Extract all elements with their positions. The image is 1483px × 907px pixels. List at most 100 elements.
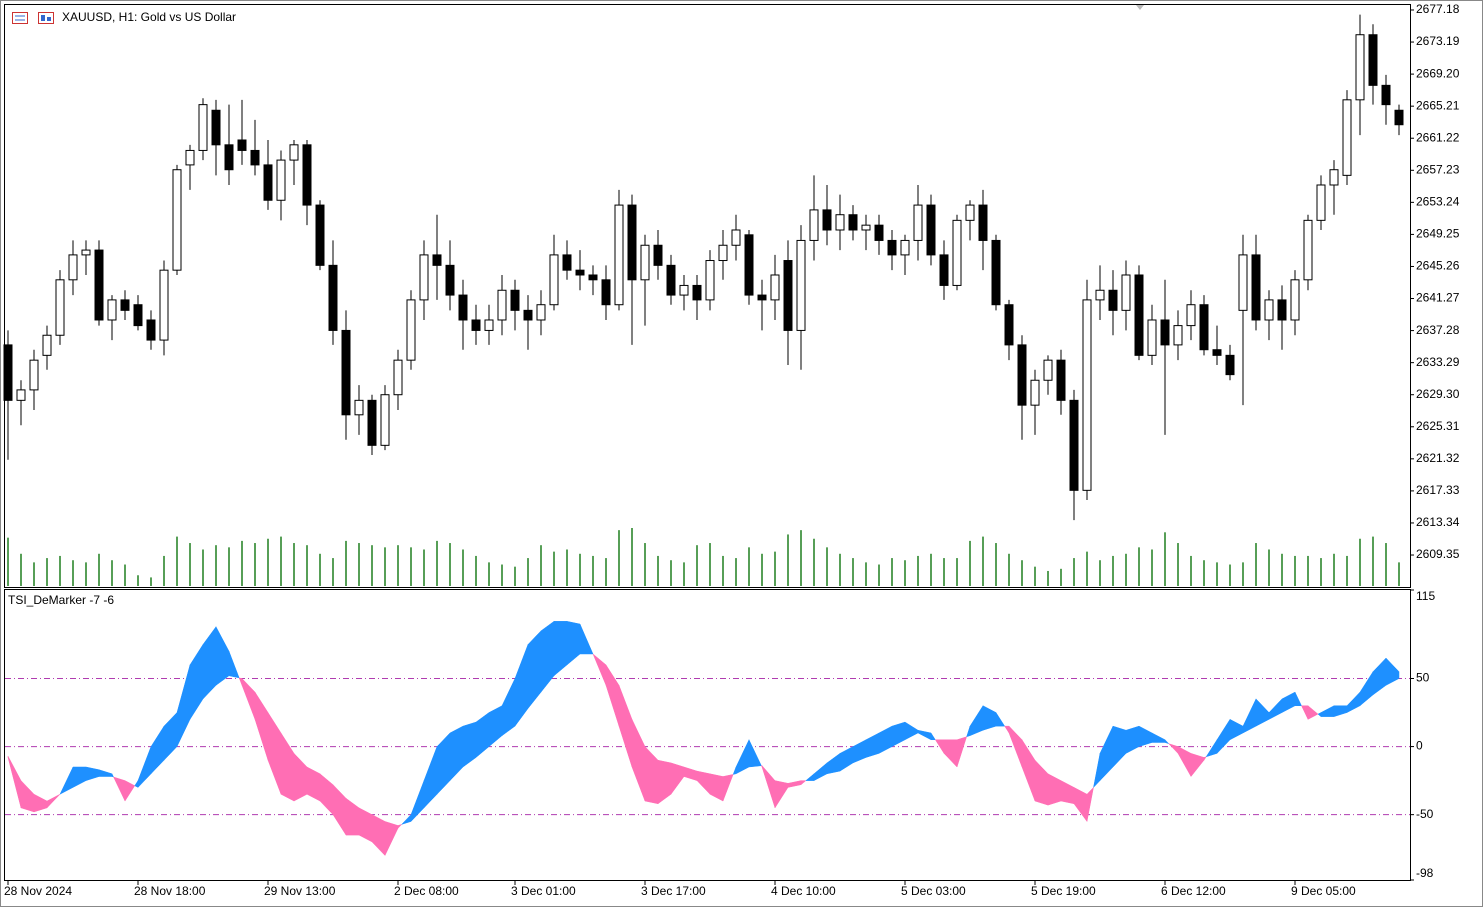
y-tick-label: -50: [1416, 807, 1434, 821]
candle-body: [1381, 84, 1391, 106]
chart-title: XAUUSD, H1: Gold vs US Dollar: [62, 10, 236, 24]
candle-body: [783, 260, 793, 331]
candle-body: [536, 304, 546, 321]
candle-body: [666, 264, 676, 296]
candle-body: [315, 204, 325, 266]
candle-body: [68, 254, 78, 281]
candle-body: [1277, 299, 1287, 321]
candle-body: [302, 144, 312, 206]
icon-bar: [47, 17, 51, 21]
indicator-fill: [1307, 705, 1319, 720]
y-tick-label: 2641.27: [1416, 291, 1460, 305]
candle-body: [1342, 99, 1352, 176]
candle-body: [263, 164, 273, 201]
candle-body: [198, 104, 208, 151]
indicator-fill: [228, 651, 240, 679]
candle-body: [432, 254, 442, 266]
candle-body: [692, 284, 702, 301]
candle-body: [1017, 344, 1027, 406]
candle-body: [341, 329, 351, 416]
indicator-fill: [1294, 692, 1302, 706]
candle-body: [770, 274, 780, 301]
candle-body: [1290, 279, 1300, 321]
candle-body: [1004, 304, 1014, 346]
candle-body: [367, 399, 377, 446]
indicator-fill: [1086, 786, 1094, 822]
candle-body: [926, 204, 936, 256]
candle-body: [328, 264, 338, 331]
symbol-icons: [12, 12, 54, 24]
shift-marker: [1136, 5, 1144, 10]
candle-body: [1238, 254, 1248, 311]
candle-body: [1212, 349, 1222, 356]
y-tick-label: 2629.30: [1416, 387, 1460, 401]
candle-body: [653, 244, 663, 266]
candle-body: [1160, 319, 1170, 346]
candle-body: [952, 219, 962, 286]
x-tick-label: 28 Nov 2024: [4, 884, 72, 898]
indicator-fill: [1164, 739, 1169, 744]
candle-body: [614, 204, 624, 306]
y-tick-label: 50: [1416, 671, 1430, 685]
indicator-fill: [956, 736, 968, 768]
x-tick-label: 6 Dec 12:00: [1161, 884, 1226, 898]
candle-body: [393, 359, 403, 396]
candle-body: [1368, 34, 1378, 86]
candle-body: [445, 264, 455, 296]
candle-body: [1264, 299, 1274, 321]
y-tick-label: 2625.31: [1416, 419, 1460, 433]
indicator-fill: [397, 824, 402, 829]
indicator-fill: [46, 794, 61, 809]
candle-body: [211, 109, 221, 146]
y-tick-label: 2609.35: [1416, 547, 1460, 561]
x-tick-label: 2 Dec 08:00: [394, 884, 459, 898]
candle-body: [94, 249, 104, 321]
candle-body: [861, 224, 871, 231]
y-tick-label: 2661.22: [1416, 130, 1460, 144]
x-tick-label: 3 Dec 01:00: [511, 884, 576, 898]
candle-body: [185, 149, 195, 166]
candle-body: [744, 234, 754, 296]
indicator-fill: [995, 711, 1006, 727]
candle-body: [458, 294, 468, 321]
candle-body: [484, 319, 494, 331]
x-tick-label: 5 Dec 19:00: [1031, 884, 1096, 898]
candle-body: [159, 269, 169, 341]
candle-body: [1394, 109, 1404, 126]
candle-body: [107, 299, 117, 321]
candle-body: [796, 239, 806, 331]
candle-body: [289, 144, 299, 161]
candle-body: [354, 399, 364, 416]
x-tick-label: 5 Dec 03:00: [901, 884, 966, 898]
indicator-fill: [1203, 756, 1207, 762]
candle-body: [991, 239, 1001, 306]
indicator-fill: [124, 780, 136, 802]
candle-body: [419, 254, 429, 301]
candle-body: [250, 149, 260, 166]
x-tick-label: 9 Dec 05:00: [1291, 884, 1356, 898]
candle-body: [1355, 34, 1365, 101]
indicator-fill: [111, 773, 115, 778]
y-tick-label: 2653.24: [1416, 195, 1460, 209]
y-tick-label: 0: [1416, 739, 1423, 753]
candle-body: [1030, 379, 1040, 406]
indicator-fill: [748, 739, 762, 768]
candle-body: [276, 159, 286, 201]
main-pane: [4, 4, 1411, 588]
candle-body: [1147, 319, 1157, 356]
candle-body: [705, 260, 715, 301]
candle-body: [575, 269, 585, 276]
y-tick-label: 2633.29: [1416, 355, 1460, 369]
candle-body: [1043, 359, 1053, 381]
candle-body: [380, 394, 390, 446]
candle-body: [1316, 184, 1326, 221]
y-tick-label: 2645.26: [1416, 259, 1460, 273]
indicator-fill: [930, 732, 936, 741]
indicator-fill: [722, 774, 734, 802]
candle-body: [1199, 304, 1209, 351]
x-tick-label: 4 Dec 10:00: [771, 884, 836, 898]
x-tick-label: 3 Dec 17:00: [641, 884, 706, 898]
candle-body: [913, 204, 923, 241]
candle-body: [406, 299, 416, 361]
